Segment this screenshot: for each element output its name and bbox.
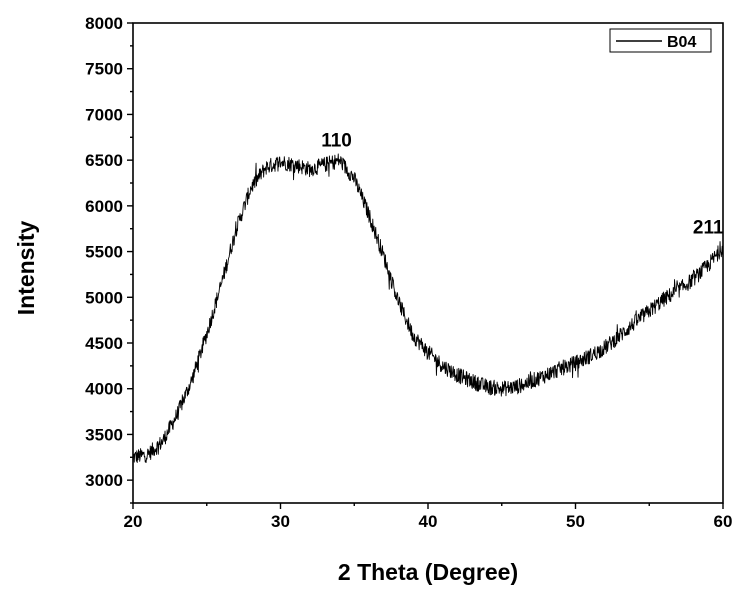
peak-annotation: 110 <box>321 130 352 151</box>
x-tick-label: 40 <box>419 512 438 531</box>
x-tick-label: 60 <box>714 512 733 531</box>
series-line-b04 <box>132 153 724 463</box>
x-tick-label: 30 <box>271 512 290 531</box>
y-tick-label: 4000 <box>85 380 123 399</box>
y-tick-label: 6500 <box>85 151 123 170</box>
y-tick-label: 5500 <box>85 243 123 262</box>
annotation-layer: 110 211 <box>321 130 724 238</box>
plot-frame <box>132 22 724 504</box>
y-tick-label: 7500 <box>85 60 123 79</box>
y-axis-title: Intensity <box>13 221 39 316</box>
ticks-layer: 20 30 40 50 60 3000 3500 4000 4500 5000 5500 6000 65… <box>85 14 732 531</box>
y-tick-label: 4500 <box>85 334 123 353</box>
y-tick-label: 8000 <box>85 14 123 33</box>
y-tick-label: 7000 <box>85 105 123 124</box>
x-tick-label: 20 <box>124 512 143 531</box>
y-tick-label: 6000 <box>85 197 123 216</box>
x-tick-label: 50 <box>566 512 585 531</box>
y-tick-label: 5000 <box>85 288 123 307</box>
x-axis-title: 2 Theta (Degree) <box>338 559 518 585</box>
peak-annotation: 211 <box>693 217 724 238</box>
legend: B04 <box>609 28 712 53</box>
y-tick-label: 3000 <box>85 471 123 490</box>
y-tick-label: 3500 <box>85 425 123 444</box>
legend-label-b04: B04 <box>667 34 696 51</box>
